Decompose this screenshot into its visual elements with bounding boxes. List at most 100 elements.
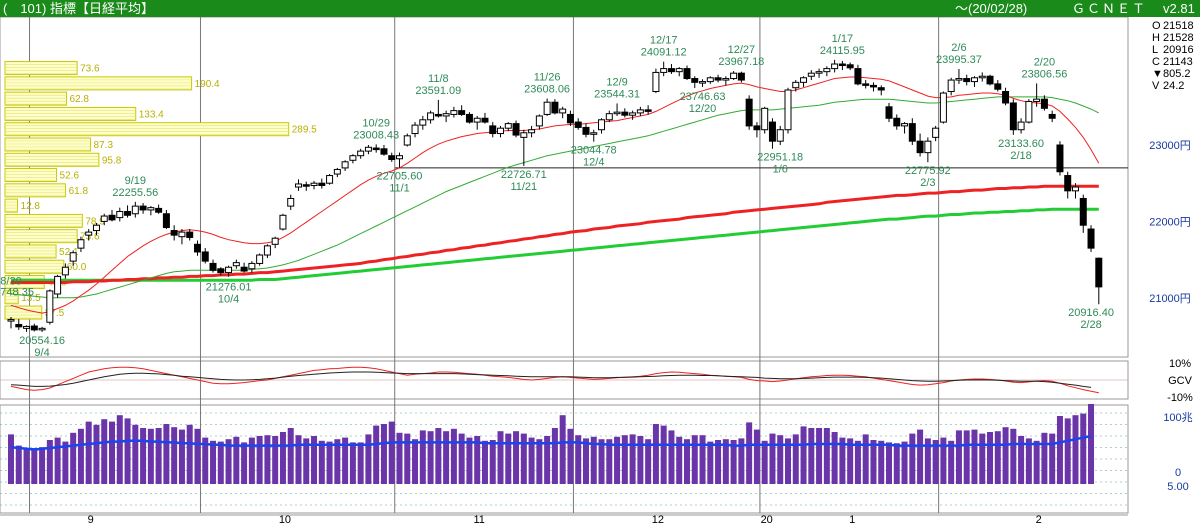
candle: [761, 106, 769, 134]
candle: [427, 110, 435, 124]
candle: [147, 206, 155, 216]
volume-bar: [1002, 427, 1009, 484]
candle-body: [893, 117, 901, 127]
volume-bar: [1049, 433, 1056, 484]
candle-body: [411, 124, 419, 135]
candle: [854, 64, 862, 86]
candle-body: [7, 319, 15, 322]
volume-bar: [1064, 418, 1071, 484]
price-annotation: 1/6: [773, 164, 788, 176]
volume-bar: [652, 424, 659, 484]
candle: [691, 76, 699, 89]
candle-body: [170, 230, 178, 236]
volume-bar: [715, 440, 722, 484]
candle: [481, 112, 489, 124]
price-annotation: 23591.09: [415, 85, 461, 97]
volume-bar: [388, 421, 395, 484]
candle-body: [1087, 228, 1095, 249]
volume-bar: [93, 424, 100, 484]
candle-body: [838, 63, 846, 67]
volume-bar: [785, 438, 791, 484]
volume-bar: [380, 424, 387, 484]
candle-body: [61, 266, 69, 276]
volume-bar: [202, 437, 209, 484]
volume-bar: [210, 440, 217, 484]
candle: [497, 125, 505, 138]
candle: [46, 289, 54, 325]
price-annotation: 23746.63: [680, 91, 726, 103]
candle: [846, 62, 854, 71]
candle-body: [800, 77, 808, 83]
price-annotation: 11/8: [428, 73, 449, 85]
volume-bar: [831, 432, 838, 484]
price-annotation: 8/30: [0, 276, 21, 288]
candle-body: [77, 239, 85, 249]
candle-body: [621, 111, 629, 116]
stock-chart: 73.6 190.4 62.8 133.4 289.5 87.3 95.8 52.6 61.8 1…: [0, 17, 1194, 525]
volume-bar: [171, 427, 178, 484]
candle: [621, 108, 629, 118]
candle-body: [131, 205, 139, 215]
candle: [706, 76, 714, 84]
volume-profile-label: 95.8: [102, 155, 122, 166]
volume-bar: [948, 440, 955, 484]
volume-profile-label: 62.8: [70, 94, 90, 105]
volume-bar: [940, 437, 947, 484]
volume-bar: [699, 435, 706, 484]
volume-profile-label: 37.5: [45, 308, 65, 319]
candle-body: [636, 109, 644, 114]
candle-body: [730, 72, 738, 80]
candle: [768, 118, 776, 149]
candle: [7, 317, 15, 329]
volume-profile-rect: [4, 198, 19, 213]
volume-profile-rect: [4, 229, 78, 244]
price-annotation: 22255.56: [112, 187, 158, 199]
volume-bar: [606, 439, 613, 484]
candle: [341, 160, 349, 171]
volume-profile-bar: 52.6: [4, 168, 79, 183]
ohlc-label: H: [1152, 32, 1160, 44]
candle: [869, 82, 877, 92]
volume-profile-label: 73.6: [80, 232, 100, 243]
volume-bar: [295, 435, 302, 484]
candle: [217, 267, 225, 276]
volume-profile-rect: [4, 122, 290, 137]
candle: [535, 114, 543, 130]
header-range: 〜(20/02/28): [955, 1, 1028, 16]
candle: [85, 229, 93, 241]
candle: [287, 194, 295, 210]
price-annotation: 24091.12: [641, 47, 687, 59]
volume-bar: [178, 429, 185, 484]
candle: [986, 74, 994, 86]
candle-body: [294, 183, 302, 188]
ohlc-value: 20916: [1163, 44, 1194, 56]
price-annotation: 23008.43: [353, 129, 399, 141]
candle: [489, 122, 497, 138]
volume-bar: [994, 431, 1001, 484]
volume-bar: [878, 440, 885, 484]
volume-profile-rect: [4, 106, 137, 121]
volume-bar: [823, 428, 830, 484]
volume-bar: [528, 437, 535, 484]
price-annotation: 20554.16: [19, 335, 65, 347]
candle: [225, 265, 233, 277]
candle: [69, 250, 77, 266]
price-axis-label: 22000円: [1149, 216, 1191, 228]
candle: [613, 103, 621, 116]
volume-bar: [186, 424, 193, 484]
volume-profile-rect: [4, 183, 67, 198]
volume-bar: [645, 439, 652, 484]
candle: [737, 71, 745, 83]
candle: [170, 225, 178, 241]
candle-body: [660, 68, 668, 73]
volume-bar: [551, 428, 558, 484]
candle: [970, 76, 978, 87]
oscillator-red-line: [10, 366, 1099, 394]
header-bar: ( 101) 指標【日経平均】 〜(20/02/28) ＧＣＮＥＴ v2.81: [0, 0, 1200, 17]
candle-body: [357, 150, 365, 157]
volume-profile-label: 190.4: [195, 79, 220, 90]
candle: [955, 68, 963, 84]
candle-body: [706, 77, 714, 83]
candle: [908, 118, 916, 145]
volume-bar: [54, 437, 61, 484]
